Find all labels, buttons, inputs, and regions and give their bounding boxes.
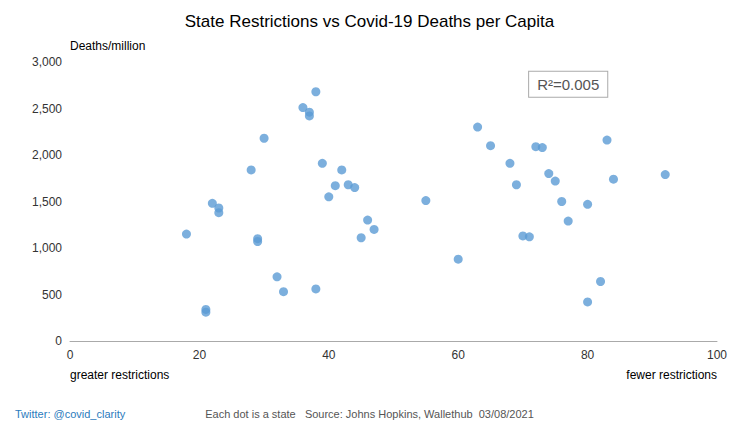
svg-text:500: 500 xyxy=(42,288,62,302)
svg-text:Twitter: @covid_clarity: Twitter: @covid_clarity xyxy=(15,408,126,420)
svg-text:Deaths/million: Deaths/million xyxy=(70,39,145,53)
svg-text:0: 0 xyxy=(55,334,62,348)
svg-text:40: 40 xyxy=(322,348,336,362)
svg-text:State Restrictions vs Covid-19: State Restrictions vs Covid-19 Deaths pe… xyxy=(185,12,555,31)
svg-text:20: 20 xyxy=(193,348,207,362)
svg-text:0: 0 xyxy=(67,348,74,362)
svg-text:2,500: 2,500 xyxy=(32,102,62,116)
svg-text:R²=0.005: R²=0.005 xyxy=(537,76,599,93)
svg-text:1,500: 1,500 xyxy=(32,195,62,209)
svg-text:80: 80 xyxy=(581,348,595,362)
svg-text:fewer restrictions: fewer restrictions xyxy=(626,368,717,382)
svg-text:1,000: 1,000 xyxy=(32,241,62,255)
svg-text:Each dot is a state Source:: Each dot is a state Source: Johns Hopkin… xyxy=(205,408,534,420)
svg-text:100: 100 xyxy=(707,348,727,362)
svg-text:60: 60 xyxy=(452,348,466,362)
svg-text:3,000: 3,000 xyxy=(32,55,62,69)
svg-text:greater restrictions: greater restrictions xyxy=(70,368,169,382)
svg-text:2,000: 2,000 xyxy=(32,148,62,162)
